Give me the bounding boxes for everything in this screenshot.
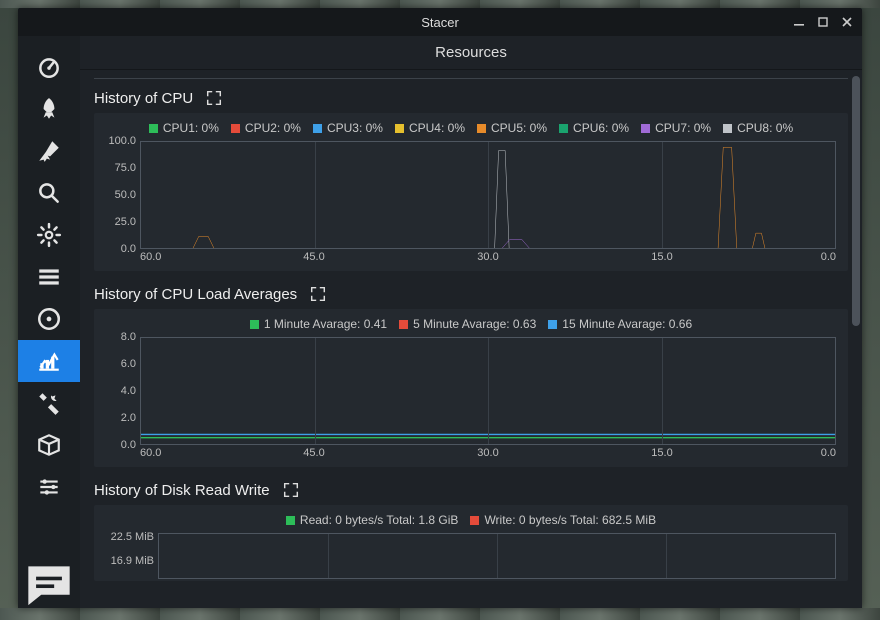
desktop-background [0, 608, 880, 620]
sidebar-item-feedback[interactable] [18, 566, 80, 608]
sidebar-item-helpers[interactable] [18, 382, 80, 424]
rocket-icon [36, 96, 62, 122]
window-controls [788, 8, 858, 36]
sidebar-item-services[interactable] [18, 214, 80, 256]
load-legend: 1 Minute Avarage: 0.41 5 Minute Avarage: … [100, 315, 842, 335]
scrollbar-thumb[interactable] [852, 76, 860, 326]
expand-icon[interactable] [282, 481, 300, 499]
expand-icon[interactable] [309, 285, 327, 303]
section-title-cpu: History of CPU [94, 85, 848, 113]
sidebar-item-apt[interactable] [18, 424, 80, 466]
cpu-legend: CPU1: 0% CPU2: 0% CPU3: 0% CPU4: 0% CPU5: 0%… [100, 119, 842, 139]
window-title: Stacer [421, 15, 459, 30]
load-xaxis: 60.045.030.015.00.0 [140, 447, 836, 465]
legend-item: CPU8: 0% [723, 121, 793, 135]
cpu-xaxis: 60.045.030.015.00.0 [140, 251, 836, 269]
legend-item: CPU1: 0% [149, 121, 219, 135]
titlebar[interactable]: Stacer [18, 8, 862, 36]
legend-item: CPU2: 0% [231, 121, 301, 135]
legend-item: CPU7: 0% [641, 121, 711, 135]
stack-icon [36, 264, 62, 290]
scroll-area[interactable]: History of CPU CPU1: 0%CPU2: 0%CPU3: 0%C… [80, 70, 862, 608]
main-panel: Resources History of CPU CPU1: 0% CPU2: 0… [80, 36, 862, 608]
sidebar-item-processes[interactable] [18, 256, 80, 298]
sidebar-item-settings[interactable] [18, 466, 80, 508]
sidebar-item-startup[interactable] [18, 88, 80, 130]
tools-icon [36, 390, 62, 416]
expand-icon[interactable] [205, 89, 223, 107]
load-plot: 60.045.030.015.00.0 [140, 335, 842, 465]
cpu-yaxis: 100.075.050.025.00.0 [100, 139, 140, 269]
box-icon [36, 432, 62, 458]
legend-item: CPU3: 0% [313, 121, 383, 135]
legend-item: Read: 0 bytes/s Total: 1.8 GiB [286, 513, 459, 527]
sidebar [18, 36, 80, 608]
sidebar-item-search[interactable] [18, 172, 80, 214]
cpu-plot: 60.045.030.015.00.0 [140, 139, 842, 269]
sidebar-item-dashboard[interactable] [18, 46, 80, 88]
disc-icon [36, 306, 62, 332]
search-icon [36, 180, 62, 206]
section-title-load: History of CPU Load Averages [94, 281, 848, 309]
load-yaxis: 8.06.04.02.00.0 [100, 335, 140, 465]
page-title: Resources [80, 36, 862, 70]
desktop-background [862, 8, 880, 608]
sliders-icon [36, 474, 62, 500]
minimize-button[interactable] [788, 12, 810, 32]
desktop-background [0, 8, 18, 608]
desktop-background [0, 0, 880, 8]
legend-item: 15 Minute Avarage: 0.66 [548, 317, 692, 331]
gauge-icon [36, 54, 62, 80]
disk-plot [158, 531, 842, 579]
legend-item: CPU6: 0% [559, 121, 629, 135]
disk-yaxis: 22.5 MiB16.9 MiB [100, 531, 158, 579]
disk-chart-panel: Read: 0 bytes/s Total: 1.8 GiB Write: 0 b… [94, 505, 848, 581]
app-window: Stacer Resources [18, 8, 862, 608]
maximize-button[interactable] [812, 12, 834, 32]
sidebar-item-uninstaller[interactable] [18, 298, 80, 340]
close-button[interactable] [836, 12, 858, 32]
legend-item: CPU4: 0% [395, 121, 465, 135]
cpu-chart-panel: CPU1: 0% CPU2: 0% CPU3: 0% CPU4: 0% CPU5: 0%… [94, 113, 848, 271]
chart-icon [36, 348, 62, 374]
legend-item: CPU5: 0% [477, 121, 547, 135]
chat-icon [18, 556, 80, 618]
section-title-disk: History of Disk Read Write [94, 477, 848, 505]
gear-icon [36, 222, 62, 248]
sidebar-item-cleaner[interactable] [18, 130, 80, 172]
load-chart-panel: 1 Minute Avarage: 0.41 5 Minute Avarage: … [94, 309, 848, 467]
legend-item: 5 Minute Avarage: 0.63 [399, 317, 536, 331]
disk-legend: Read: 0 bytes/s Total: 1.8 GiB Write: 0 b… [100, 511, 842, 531]
legend-item: Write: 0 bytes/s Total: 682.5 MiB [470, 513, 656, 527]
sidebar-item-resources[interactable] [18, 340, 80, 382]
broom-icon [36, 138, 62, 164]
legend-item: 1 Minute Avarage: 0.41 [250, 317, 387, 331]
